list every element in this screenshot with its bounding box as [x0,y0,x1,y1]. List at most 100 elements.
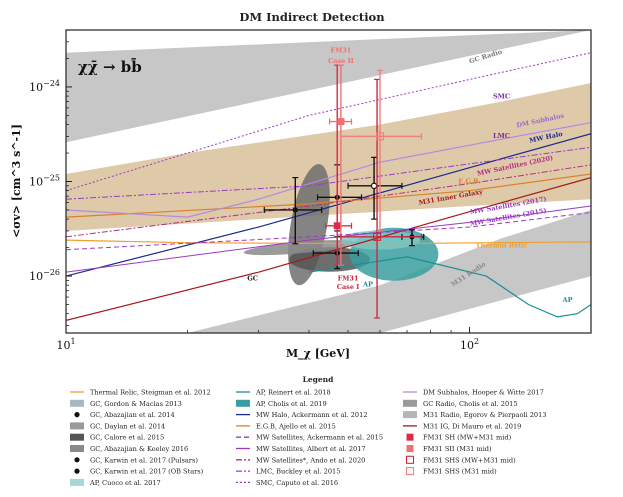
annotation-e-g-b: E.G.B. [458,178,481,186]
legend-item-fm31-sii-m31-mid: FM31 SII (M31 mid) [406,445,492,453]
legend-swatch [74,457,80,463]
legend-item-ap-reinert-et-al-2018: AP, Reinert et al. 2018 [236,389,331,397]
legend-item-gc-karwin-et-al-2017-pulsars: GC, Karwin et al. 2017 (Pulsars) [74,456,198,464]
band-gc-radio [66,30,591,143]
legend-item-ap-cuoco-et-al-2017: AP, Cuoco et al. 2017 [70,478,161,487]
legend-item-gc-gordon-macias-2013: GC, Gordon & Macias 2013 [70,399,182,408]
x-axis-label: M_χ [GeV] [286,347,350,361]
marker [370,182,378,190]
band-e-g-b-band [66,83,591,231]
legend-label: GC, Daylan et al. 2014 [90,422,165,430]
legend-item-ap-cholis-et-al-2019: AP, Cholis et al. 2019 [236,399,327,408]
x-tick-label-0: 101 [56,337,75,352]
annotation-lmc: LMC [493,132,510,140]
y-tick-label-0: 10−26 [29,268,60,283]
line-m31-inner-galaxy [66,177,591,321]
legend-label: MW Satellites, Albert et al. 2017 [256,445,366,453]
legend-label: GC, Karwin et al. 2017 (Pulsars) [90,456,198,464]
legend-item-smc-caputo-et-al-2016: SMC, Caputo et al. 2016 [236,479,338,487]
axes: 101 102 10−26 10−25 10−24 [29,41,479,352]
legend-item-gc-abazajian-et-al-2014: GC, Abazajian et al. 2014 [74,411,175,419]
line-mw-halo [66,133,591,277]
legend-label: GC, Abazajian et al. 2014 [90,411,175,419]
legend-swatch [406,433,414,441]
point-fm31-sii-m31-mid-0 [328,64,353,266]
point-gc-karwin-et-al-2017-pulsars-0 [263,176,323,245]
legend-swatch [403,411,417,419]
annotation-smc: SMC [493,93,510,101]
legend-item-mw-halo-ackermann-et-al-2012: MW Halo, Ackermann et al. 2012 [236,411,368,419]
annotation-ap: AP [562,296,573,304]
marker [337,118,345,126]
legend-label: M31 Radio, Egorov & Pierpaoli 2013 [423,411,547,419]
legend-swatch [403,399,417,407]
line-mw-satellites-2015 [66,212,591,251]
legend-swatch [74,468,80,474]
band-m31-radio [187,209,591,333]
x-tick-label-1: 102 [460,337,479,352]
legend-label: DM Subhalos, Hooper & Witte 2017 [423,389,544,397]
legend-label: FM31 SHS (M31 mid) [423,468,497,476]
legend-item-gc-abazajian-keeley-2016: GC, Abazajian & Keeley 2016 [70,445,188,453]
legend-label: GC, Calore et al. 2015 [90,434,164,442]
annotation-ap: AP [362,280,373,288]
y-tick-label-2: 10−24 [29,79,60,94]
legend-label: MW Satellites, Ackermann et al. 2015 [256,434,383,442]
legend-item-fm31-sh-mw-m31-mid: FM31 SH (MW+M31 mid) [406,433,512,442]
legend-label: FM31 SH (MW+M31 mid) [423,434,512,442]
legend-item-gc-calore-et-al-2015: GC, Calore et al. 2015 [70,433,164,442]
legend-item-m31-ig-di-mauro-et-al-2019: M31 IG, Di Mauro et al. 2019 [403,422,521,430]
line-dm-subhalos [66,121,591,218]
legend-swatch [70,445,84,452]
line-ap-reinert-et-al-2018 [308,256,591,318]
legend-item-mw-satellites-ackermann-et-al-2015: MW Satellites, Ackermann et al. 2015 [236,434,383,442]
legend-label: MW Halo, Ackermann et al. 2012 [256,411,368,419]
legend-item-gc-daylan-et-al-2014: GC, Daylan et al. 2014 [70,422,165,430]
legend-label: LMC, Buckley et al. 2015 [256,468,340,476]
legend-label: FM31 SII (M31 mid) [423,445,492,453]
legend-swatch [70,433,84,441]
legend-item-mw-satellites-albert-et-al-2017: MW Satellites, Albert et al. 2017 [236,445,366,453]
point-fm31-shs-mw-m31-mid-0 [340,78,423,319]
legend-item-mw-satellites-ando-et-al-2020: MW Satellites*, Ando et al. 2020 [236,456,365,464]
legend-item-lmc-buckley-et-al-2015: LMC, Buckley et al. 2015 [236,468,340,476]
annotation-case-ii: Case II [328,57,354,65]
y-axis-label: <σv> [cm^3 s^-1] [10,124,23,238]
legend-item-dm-subhalos-hooper-witte-2017: DM Subhalos, Hooper & Witte 2017 [403,389,544,397]
legend-label: GC, Gordon & Macias 2013 [90,400,182,408]
marker [372,232,382,241]
legend-label: FM31 SHS (MW+M31 mid) [423,456,516,464]
legend-item-thermal-relic-steigman-et-al-2012: Thermal Relic, Steigman et al. 2012 [70,389,211,397]
y-tick-label-1: 10−25 [29,174,60,189]
legend-swatch [70,399,84,407]
legend-swatch [405,467,415,476]
legend-swatch [406,445,414,452]
legend-label: M31 IG, Di Mauro et al. 2019 [423,422,521,430]
channel-label: χχ̄ → bb̄ [78,57,142,76]
legend-label: GC, Karwin et al. 2017 (OB Stars) [90,468,204,476]
legend-item-fm31-shs-mw-m31-mid: FM31 SHS (MW+M31 mid) [405,455,516,464]
marker [375,132,385,141]
annotation-gc: GC [247,274,258,282]
line-e-g-b [66,173,591,218]
line-mw-satellites-2020 [66,164,591,238]
legend-label: AP, Cuoco et al. 2017 [89,479,161,487]
point-fm31-shs-m31-mid-0 [340,69,423,232]
chart-title: DM Indirect Detection [239,10,385,24]
legend-item-m31-radio-egorov-pierpaoli-2013: M31 Radio, Egorov & Pierpaoli 2013 [403,411,547,419]
legend-label: MW Satellites*, Ando et al. 2020 [256,456,365,464]
legend-label: SMC, Caputo et al. 2016 [256,479,338,487]
line-mw-satellites-2017 [66,205,591,273]
legend-title: Legend [303,375,335,384]
legend-item-e-g-b-ajello-et-al-2015: E.G.B, Ajello et al. 2015 [236,422,336,430]
legend-swatch [236,399,250,407]
legend-label: Thermal Relic, Steigman et al. 2012 [90,389,211,397]
marker [292,207,298,213]
marker [333,222,341,230]
legend-label: GC Radio, Cholis et al. 2015 [423,400,518,408]
annotation-thermal-relic: Thermal Relic [476,242,527,250]
annotation-fm31: FM31 [338,274,359,282]
annotation-case-i: Case I [337,283,359,291]
